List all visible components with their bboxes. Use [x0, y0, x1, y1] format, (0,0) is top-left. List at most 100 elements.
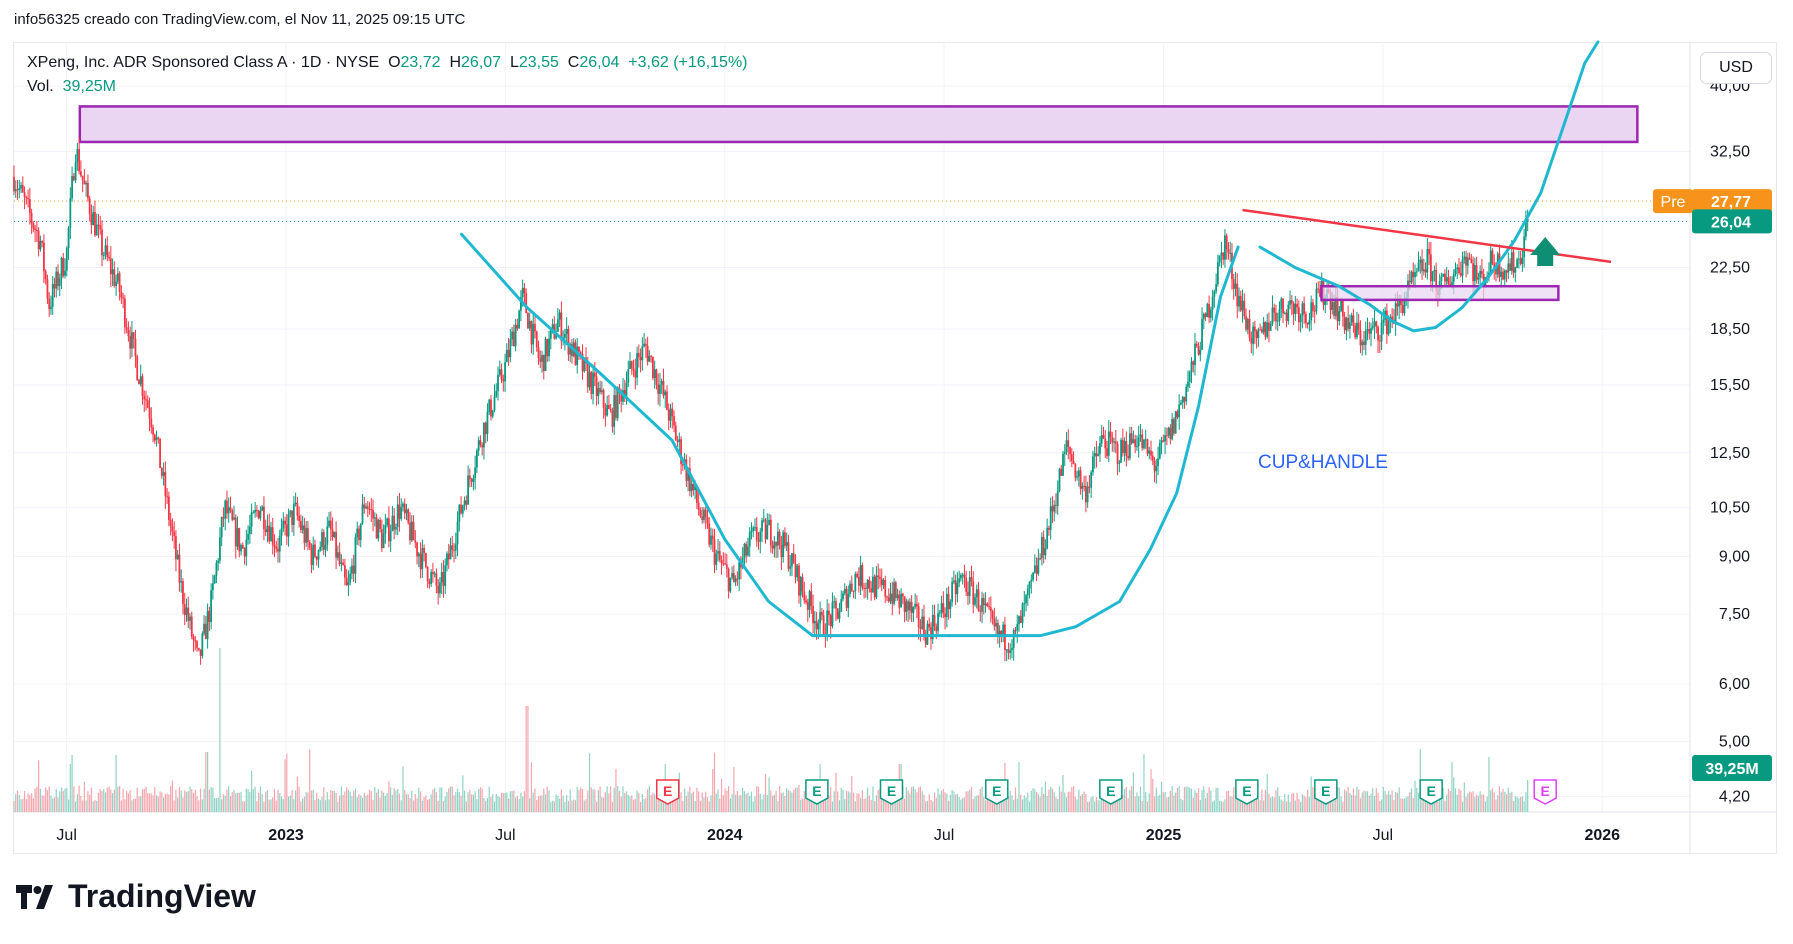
candle-body: [847, 593, 850, 608]
volume-bar: [256, 801, 258, 812]
volume-bar: [161, 792, 163, 812]
volume-bar: [551, 800, 554, 812]
candle-body: [1516, 259, 1519, 268]
volume-bar: [742, 787, 744, 812]
candle-body: [1035, 565, 1038, 574]
candle-body: [864, 587, 867, 589]
volume-bar: [1303, 795, 1305, 812]
candle-body: [590, 372, 593, 394]
candle-body: [676, 440, 679, 442]
candle-body: [419, 553, 422, 570]
candle-body: [611, 410, 614, 427]
volume-bar: [657, 794, 659, 812]
volume-bar: [219, 648, 221, 812]
volume-bar: [444, 796, 446, 812]
candle-body: [377, 520, 380, 539]
candle-body: [20, 184, 22, 189]
volume-bar: [581, 789, 584, 812]
volume-bar: [1393, 800, 1395, 812]
volume-bar: [1317, 790, 1319, 812]
candle-body: [965, 577, 968, 593]
candle-body: [255, 510, 258, 512]
volume-bar: [1359, 798, 1362, 812]
volume-bar: [1426, 800, 1428, 812]
candle-body: [539, 358, 542, 362]
volume-bar: [1203, 786, 1205, 812]
candle-body: [1415, 271, 1418, 273]
volume-bar: [754, 796, 756, 812]
tradingview-logo[interactable]: TradingView: [16, 878, 256, 915]
earnings-marker-badge: [1419, 779, 1443, 805]
candle-body: [771, 545, 774, 549]
candle-body: [219, 537, 221, 561]
candle-body: [1253, 326, 1256, 332]
volume-bar: [1358, 789, 1360, 812]
volume-bar: [1099, 800, 1101, 812]
candle-body: [430, 572, 433, 584]
volume-bar: [1417, 793, 1420, 812]
volume-bar: [791, 792, 793, 812]
volume-bar: [82, 800, 84, 812]
volume-bar: [1477, 795, 1479, 812]
volume-bar: [606, 786, 608, 812]
legend-close-label: C: [567, 54, 580, 71]
volume-bar: [1405, 796, 1407, 812]
candle-body: [453, 549, 455, 551]
candle-body: [1086, 486, 1089, 503]
volume-bar: [840, 787, 842, 812]
volume-bar: [152, 795, 154, 812]
candle-body: [113, 269, 116, 286]
currency-button[interactable]: USD: [1700, 52, 1772, 84]
candle-body: [162, 472, 165, 476]
volume-bar: [515, 797, 517, 812]
candle-body: [159, 438, 161, 469]
candle-body: [1195, 343, 1198, 346]
volume-bar: [1410, 788, 1413, 812]
candle-body: [1475, 265, 1478, 280]
volume-bar: [245, 788, 247, 812]
candle-body: [1222, 252, 1225, 260]
volume-bar: [1233, 787, 1235, 812]
volume-bar: [427, 799, 429, 812]
candle-body: [187, 607, 190, 621]
volume-bar: [842, 789, 844, 812]
candle-body: [1370, 328, 1372, 334]
candle-body: [886, 596, 888, 598]
candle-body: [1139, 434, 1142, 438]
candle-body: [674, 425, 677, 441]
pre-price-label: 27,77: [1711, 194, 1751, 211]
volume-bar: [622, 786, 624, 812]
volume-bar: [60, 787, 63, 812]
volume-bar: [472, 794, 474, 812]
candle-body: [88, 198, 91, 215]
volume-bar: [976, 795, 978, 812]
candle-body: [213, 575, 216, 584]
volume-bar: [872, 786, 874, 812]
volume-bar: [601, 797, 603, 812]
candle-body: [1208, 303, 1210, 318]
candle-body: [549, 329, 552, 339]
candle-body: [810, 591, 813, 607]
volume-bar: [1212, 801, 1214, 812]
candle-body: [1345, 317, 1348, 331]
volume-bar: [942, 789, 944, 812]
volume-bar: [1145, 791, 1147, 812]
candle-body: [285, 524, 288, 537]
candle-body: [1229, 252, 1232, 254]
volume-bar: [59, 791, 61, 812]
legend-open: 23,72: [400, 54, 441, 71]
volume-bar: [849, 792, 851, 812]
volume-bar: [235, 793, 237, 812]
volume-bar: [726, 790, 728, 812]
volume-bar: [419, 791, 422, 812]
volume-bar: [307, 792, 309, 812]
candle-body: [1283, 312, 1286, 314]
candle-body: [680, 439, 682, 465]
volume-bar: [1342, 801, 1344, 812]
candle-body: [278, 535, 281, 552]
volume-bar: [858, 793, 860, 812]
volume-bar: [486, 797, 489, 812]
volume-bar: [31, 793, 33, 812]
volume-bar: [546, 787, 548, 812]
